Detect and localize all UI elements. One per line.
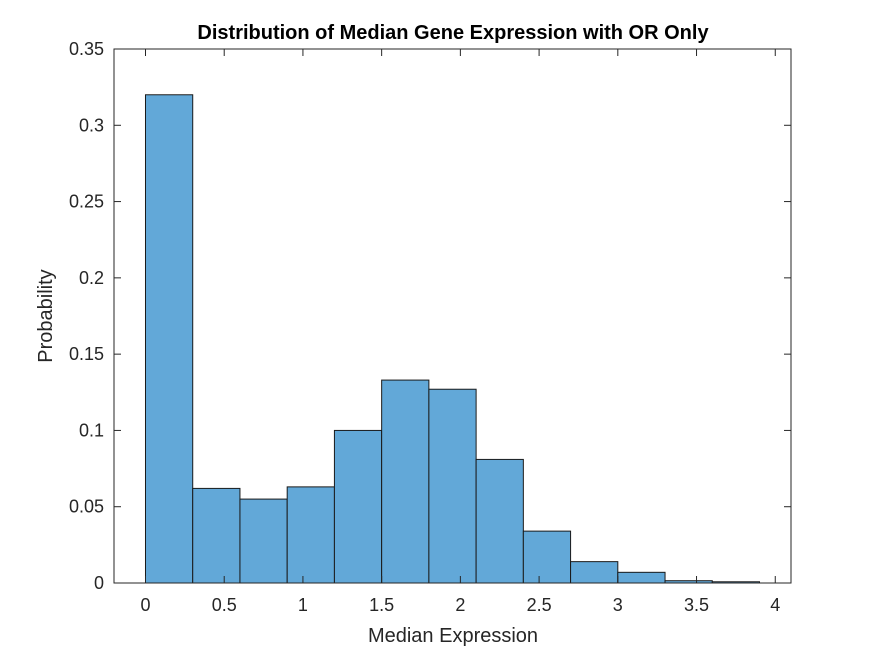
y-tick-label-1: 0.05 [69, 497, 104, 517]
x-tick-label-6: 3 [613, 595, 623, 615]
histogram-bar-2 [239, 498, 288, 584]
histogram-bar-3 [286, 486, 335, 584]
histogram-bar-7 [475, 458, 524, 584]
x-tick-label-3: 1.5 [369, 595, 394, 615]
histogram-bar-6 [428, 388, 477, 584]
histogram-bar-1 [192, 487, 241, 584]
x-tick-label-0: 0 [140, 595, 150, 615]
x-tick-label-8: 4 [770, 595, 780, 615]
chart-title: Distribution of Median Gene Expression w… [197, 22, 709, 44]
x-tick-label-7: 3.5 [684, 595, 709, 615]
y-tick-label-2: 0.1 [79, 420, 104, 440]
histogram-bar-5 [381, 379, 430, 584]
y-tick-label-5: 0.25 [69, 192, 104, 212]
y-tick-label-6: 0.3 [79, 115, 104, 135]
axes-box [113, 48, 792, 584]
histogram-bar-10 [617, 571, 666, 584]
y-tick-label-3: 0.15 [69, 344, 104, 364]
histogram-bar-8 [522, 530, 572, 584]
ticks-group: 0 0.5 1 1.5 2 2.5 3 3.5 4 0 0.05 0.1 0.15 0.2 0.25 0.3 0… [69, 39, 791, 615]
histogram-bar-0 [144, 94, 194, 584]
bars-group [144, 94, 761, 584]
x-axis-label: Median Expression [368, 625, 538, 647]
x-tick-label-2: 1 [298, 595, 308, 615]
x-tick-label-4: 2 [455, 595, 465, 615]
y-axis-label: Probability [35, 269, 57, 362]
x-tick-label-1: 0.5 [212, 595, 237, 615]
y-tick-label-7: 0.35 [69, 39, 104, 59]
y-tick-label-4: 0.2 [79, 268, 104, 288]
histogram-bar-9 [570, 561, 619, 584]
x-tick-label-5: 2.5 [527, 595, 552, 615]
y-tick-label-0: 0 [94, 573, 104, 593]
histogram-bar-4 [333, 429, 383, 584]
